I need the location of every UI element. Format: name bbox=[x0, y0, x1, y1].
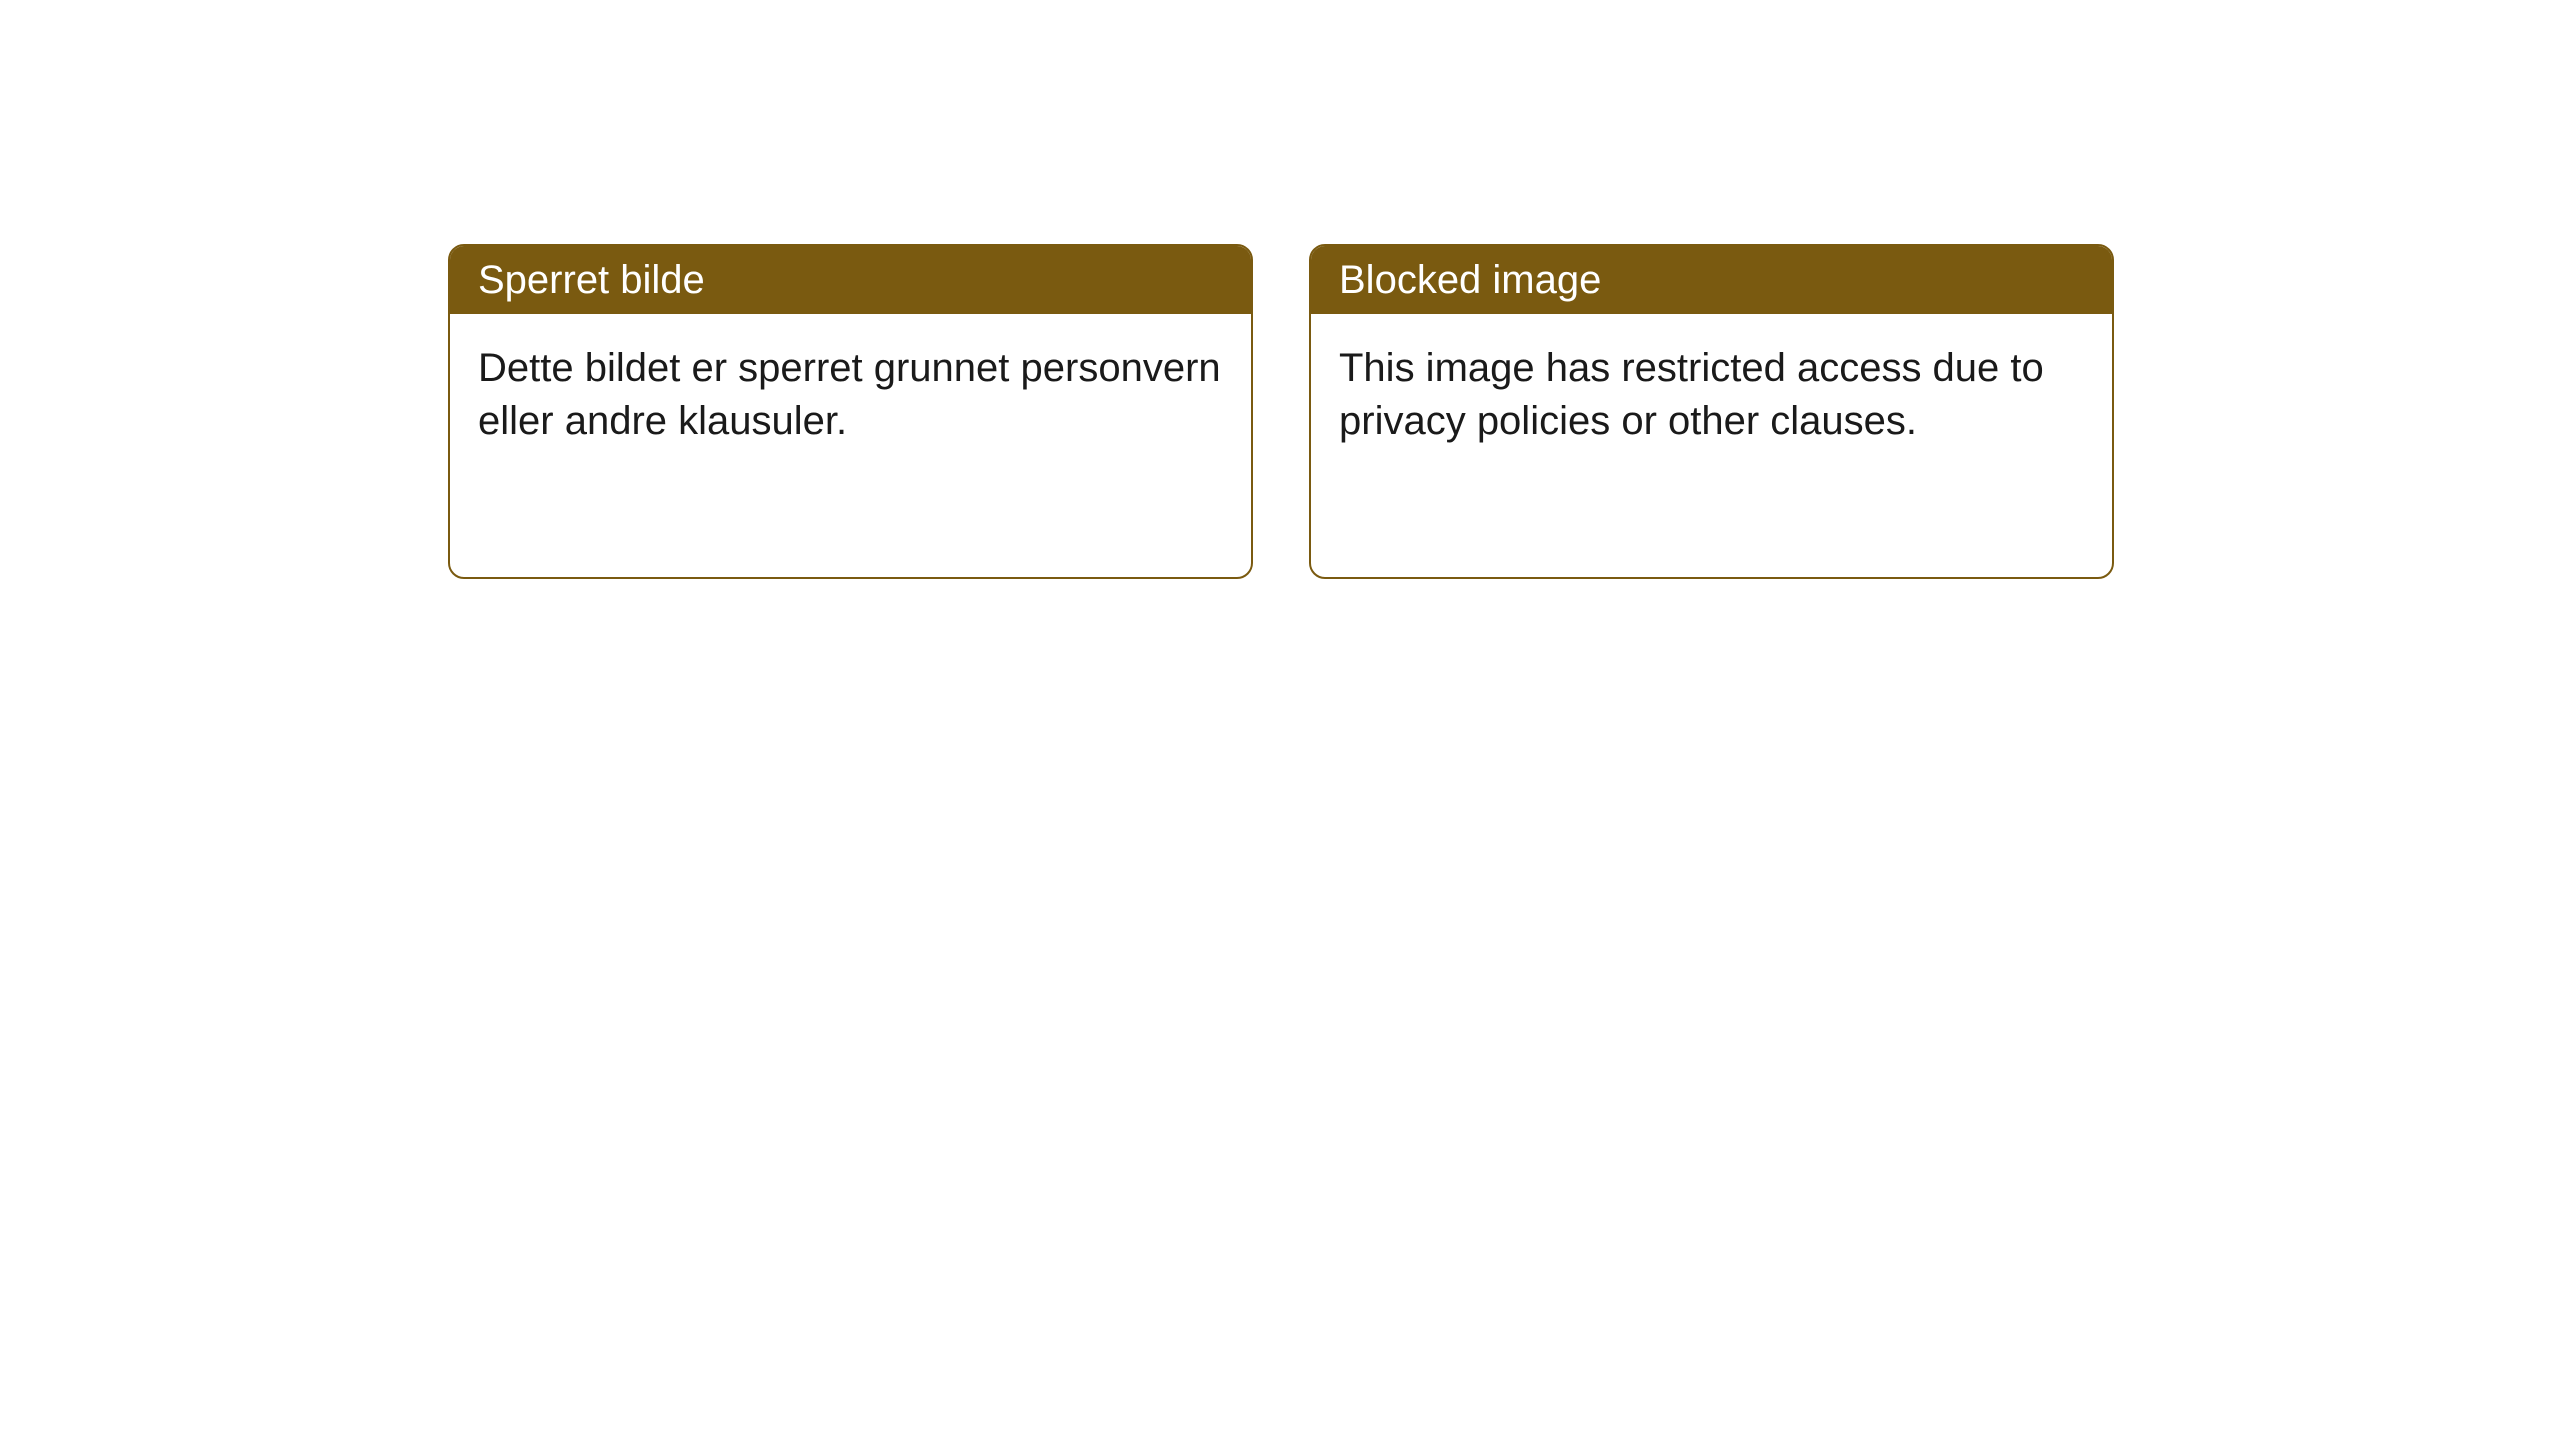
cards-container: Sperret bilde Dette bildet er sperret gr… bbox=[0, 0, 2560, 579]
card-body-norwegian: Dette bildet er sperret grunnet personve… bbox=[450, 314, 1251, 476]
card-title-english: Blocked image bbox=[1311, 246, 2112, 314]
card-body-english: This image has restricted access due to … bbox=[1311, 314, 2112, 476]
card-english: Blocked image This image has restricted … bbox=[1309, 244, 2114, 579]
card-norwegian: Sperret bilde Dette bildet er sperret gr… bbox=[448, 244, 1253, 579]
card-title-norwegian: Sperret bilde bbox=[450, 246, 1251, 314]
